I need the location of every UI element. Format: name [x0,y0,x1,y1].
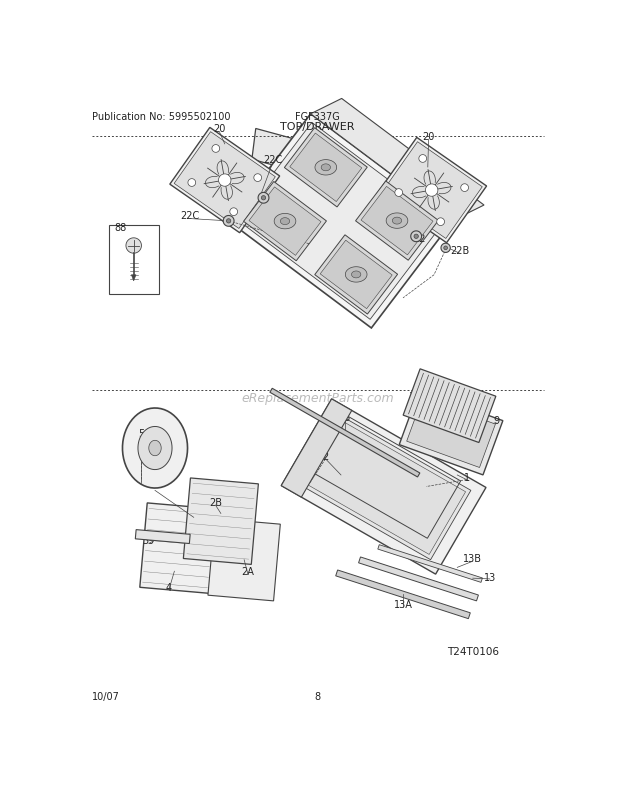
Polygon shape [174,132,275,229]
Text: 88: 88 [114,223,126,233]
Polygon shape [281,399,486,574]
Text: TOP/DRAWER: TOP/DRAWER [280,122,355,132]
Text: 20: 20 [422,132,435,142]
Polygon shape [135,530,190,544]
Polygon shape [335,570,471,619]
Text: 13: 13 [484,572,496,582]
Text: 5: 5 [138,428,144,438]
Polygon shape [320,241,392,310]
Polygon shape [249,188,321,256]
Text: 4: 4 [166,582,172,592]
Text: 10/07: 10/07 [92,691,120,702]
Polygon shape [419,156,427,163]
Text: 13B: 13B [463,553,482,564]
Polygon shape [407,399,495,468]
Polygon shape [258,193,269,204]
Text: 22B: 22B [450,246,469,256]
Text: 22C: 22C [263,155,283,165]
Polygon shape [444,247,448,250]
Polygon shape [270,389,420,477]
Polygon shape [352,272,361,278]
Polygon shape [436,219,445,226]
Polygon shape [355,182,438,261]
Text: T24T0106: T24T0106 [447,646,498,656]
Polygon shape [126,238,141,254]
Polygon shape [281,399,352,497]
Polygon shape [237,124,445,320]
Polygon shape [212,145,219,153]
Polygon shape [108,225,159,294]
Polygon shape [285,128,367,208]
Polygon shape [296,414,471,560]
Text: Publication No: 5995502100: Publication No: 5995502100 [92,111,231,122]
Polygon shape [149,441,161,456]
Text: 2: 2 [322,452,329,461]
Polygon shape [461,184,469,192]
Text: 1: 1 [464,472,469,482]
Text: 22C: 22C [180,211,200,221]
Text: 2B: 2B [209,497,222,508]
Polygon shape [280,218,290,225]
Text: eReplacementParts.com: eReplacementParts.com [241,391,394,405]
Polygon shape [395,189,402,197]
Polygon shape [188,180,196,187]
Text: 16: 16 [318,144,330,153]
Polygon shape [229,115,453,329]
Polygon shape [138,427,172,470]
Polygon shape [411,232,422,242]
Text: 39: 39 [143,536,155,545]
Polygon shape [254,175,262,182]
Polygon shape [170,128,280,233]
Polygon shape [226,220,231,224]
Polygon shape [345,267,367,283]
Text: 8: 8 [315,691,321,702]
Text: 2A: 2A [242,566,254,577]
Polygon shape [403,370,496,443]
Polygon shape [290,134,362,202]
Polygon shape [425,184,438,197]
Polygon shape [208,519,280,602]
Polygon shape [140,504,217,593]
Polygon shape [131,275,136,282]
Polygon shape [123,408,187,488]
Polygon shape [381,143,482,239]
Polygon shape [392,218,402,225]
Polygon shape [441,244,450,253]
Polygon shape [399,391,503,476]
Polygon shape [302,419,466,555]
Polygon shape [311,99,484,221]
Text: 9: 9 [493,415,499,425]
Text: FGF337G: FGF337G [295,111,340,122]
Polygon shape [361,187,433,256]
Text: 10: 10 [409,392,421,402]
Polygon shape [358,557,479,602]
Polygon shape [184,478,259,565]
Polygon shape [377,138,487,244]
Polygon shape [219,175,231,187]
Polygon shape [321,164,330,172]
Text: 22: 22 [413,233,425,244]
Polygon shape [244,182,327,261]
Polygon shape [262,196,266,200]
Polygon shape [414,235,418,239]
Polygon shape [386,213,408,229]
Polygon shape [230,209,237,217]
Text: 13A: 13A [394,600,412,610]
Text: 20: 20 [213,124,226,134]
Polygon shape [315,160,337,176]
Polygon shape [315,236,397,314]
Text: 85: 85 [339,413,351,423]
Polygon shape [252,129,341,183]
Polygon shape [378,545,482,582]
Polygon shape [223,217,234,227]
Polygon shape [274,214,296,229]
